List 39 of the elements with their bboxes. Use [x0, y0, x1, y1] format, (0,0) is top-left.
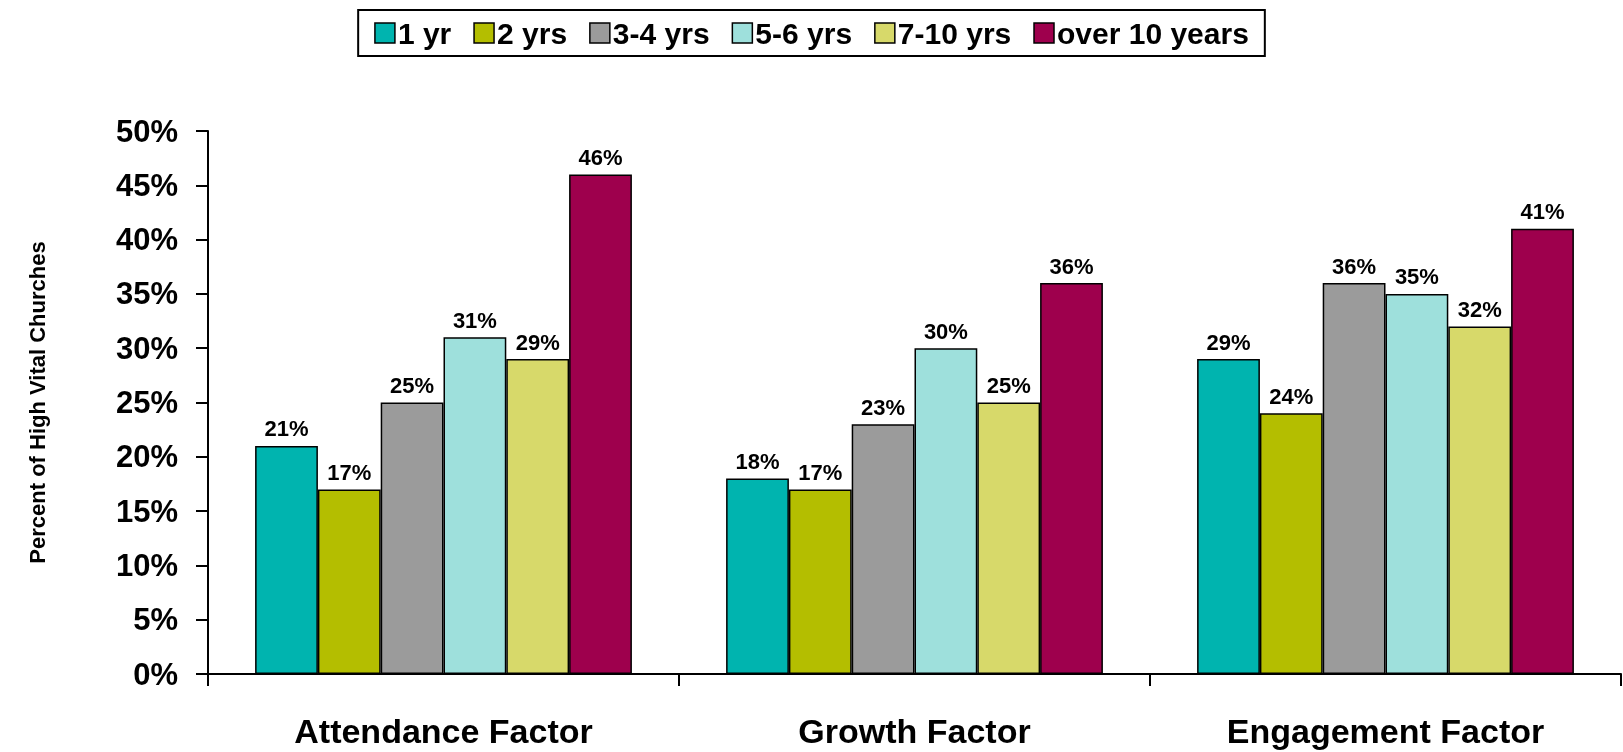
data-label: 25%: [986, 373, 1031, 398]
y-tick-label: 15%: [115, 493, 178, 529]
x-tick-label: Growth Factor: [798, 712, 1031, 750]
x-tick-label: Engagement Factor: [1226, 712, 1545, 750]
y-tick-label: 35%: [115, 276, 178, 312]
y-tick-label: 45%: [115, 167, 178, 203]
data-label: 17%: [327, 459, 372, 485]
data-label: 21%: [264, 416, 309, 442]
data-label: 30%: [923, 318, 968, 344]
y-tick-label: 30%: [115, 330, 178, 366]
legend-label: 1 yr: [397, 16, 452, 50]
y-tick-label: 20%: [115, 439, 178, 475]
data-label: 23%: [861, 394, 906, 420]
data-label: 29%: [1206, 329, 1251, 355]
data-label: 17%: [798, 459, 843, 485]
x-tick-label: Attendance Factor: [294, 712, 593, 750]
data-label: 46%: [578, 144, 623, 170]
y-axis-title: Percent of High Vital Churches: [24, 241, 50, 564]
legend-label: 3-4 yrs: [612, 16, 710, 50]
data-label: 36%: [1332, 253, 1377, 279]
y-tick-label: 40%: [115, 222, 178, 258]
y-tick-label: 5%: [133, 602, 178, 638]
data-label: 31%: [452, 307, 497, 333]
legend-label: over 10 years: [1057, 16, 1249, 50]
legend-label: 5-6 yrs: [755, 16, 853, 50]
y-tick-label: 0%: [133, 656, 178, 692]
data-label: 32%: [1457, 296, 1502, 322]
legend-label: 2 yrs: [497, 16, 568, 50]
data-label: 36%: [1049, 253, 1094, 279]
legend-label: 7-10 yrs: [897, 16, 1012, 50]
data-label: 29%: [515, 329, 560, 355]
y-tick-label: 10%: [115, 547, 178, 583]
data-label: 25%: [390, 373, 435, 398]
data-label: 35%: [1394, 264, 1439, 290]
data-label: 18%: [735, 449, 780, 475]
data-label: 24%: [1269, 383, 1314, 409]
y-tick-label: 50%: [115, 113, 178, 149]
y-tick-label: 25%: [115, 385, 178, 420]
data-label: 41%: [1520, 199, 1565, 225]
